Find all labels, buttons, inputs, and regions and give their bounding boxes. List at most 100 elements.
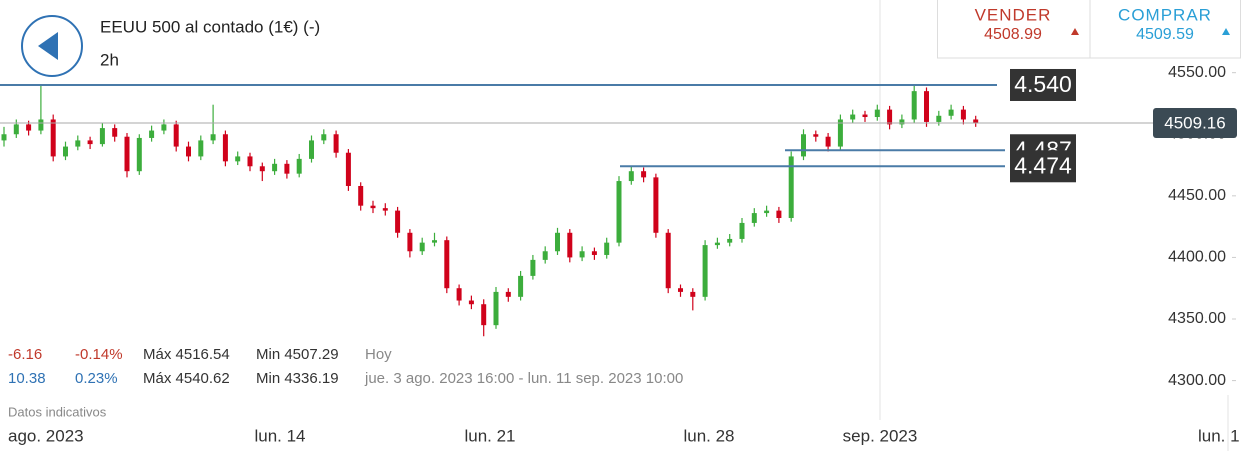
stat: jue. 3 ago. 2023 16:00 - lun. 11 sep. 20… [364,370,683,387]
candle-body [247,156,253,167]
candle-body [899,119,905,125]
candle-body [345,152,351,186]
candle-body [813,134,819,137]
current-price-tag [1153,107,1237,138]
candle-body [911,91,917,120]
candle-body [296,158,302,174]
candle-body [751,213,757,223]
y-tick-label: 4350.00 [1168,310,1226,327]
sell-arrow [1071,28,1079,35]
stat: Máx 4516.54 [143,346,230,363]
current-price-label: 4509.16 [1164,113,1225,132]
candle-body [382,208,388,211]
stat: Min 4336.19 [256,370,339,387]
x-tick-label: lun. 21 [464,426,515,445]
interval: 2h [100,50,119,69]
candle-body [739,222,745,239]
candle-body [284,163,290,174]
stat: Máx 4540.62 [143,370,230,387]
candle-body [13,124,19,135]
stat: -0.14% [75,346,123,363]
candle-body [222,134,228,162]
x-tick-label: sep. 2023 [843,426,918,445]
candle-body [149,130,155,138]
candle-body [555,232,560,252]
candle-body [837,119,843,147]
candle-body [678,288,683,292]
candle-body [38,119,44,131]
candle-body [628,171,634,182]
buy-button[interactable]: COMPRAR 4509.59 [1118,5,1230,43]
candle-body [272,163,278,172]
candle-body [419,242,425,252]
candle-body [1,134,7,141]
candle-body [259,166,265,172]
candle-body [690,291,696,297]
stat: Min 4507.29 [256,346,339,363]
candle-body [616,181,622,243]
candle-body [665,232,671,289]
candle-body [801,134,806,157]
candle-body [87,140,93,145]
candle-body [136,137,142,172]
buy-price: 4509.59 [1136,26,1194,43]
candle-body [370,205,376,209]
candle-body [653,177,659,233]
candle-body [493,291,499,326]
candle-body [530,259,536,276]
chart-title: EEUU 500 al contado (1€) (-) [100,17,320,36]
candle-body [309,140,314,159]
candle-body [960,109,966,120]
stats: -6.16 -0.14% Máx 4516.54 Min 4507.29 Hoy 10.3… [8,346,683,387]
candle-body [825,136,831,147]
candle-body [727,238,733,243]
candle-body [432,240,437,243]
candle-body [776,210,782,219]
candle-body [505,291,511,297]
level-label: 4.474 [1014,152,1072,178]
candle-body [542,251,548,260]
sell-button[interactable]: VENDER 4508.99 [975,5,1079,43]
candle-body [850,114,856,120]
candle-body [198,140,204,157]
quote-box [937,0,1241,59]
x-tick-label: lun. 14 [254,426,305,445]
candle-body [924,91,929,122]
candle-body [395,210,401,233]
candle-body [63,146,68,157]
x-tick-label: lun. 1 [1198,426,1240,445]
candle-body [714,242,720,246]
candle-body [948,109,954,116]
candle-body [333,134,339,153]
level-tag [1010,68,1076,101]
candle-body [591,251,597,255]
candle-body [75,140,81,147]
candle-body [321,134,327,141]
stat: Hoy [365,346,392,363]
stat: 10.38 [8,370,46,387]
candle-body [186,146,191,157]
buy-label: COMPRAR [1118,5,1212,24]
candle-body [99,128,105,145]
candle-body [235,156,241,162]
candle-body [124,136,130,172]
x-tick-label: lun. 28 [683,426,734,445]
candle-body [358,185,364,206]
candle-body [764,210,770,214]
candle-body [641,171,647,178]
stat: -6.16 [8,346,42,363]
candle-body [518,275,524,297]
candle-body [887,109,893,125]
candle-body [456,288,462,301]
candle-body [936,115,942,122]
candle-body [874,109,880,118]
candle-body [604,242,610,255]
candle-body [26,124,32,131]
candle-body [210,134,216,141]
back-icon [38,32,58,60]
candle-body [481,304,487,326]
y-tick-label: 4300.00 [1168,372,1226,389]
buy-arrow [1222,28,1230,35]
